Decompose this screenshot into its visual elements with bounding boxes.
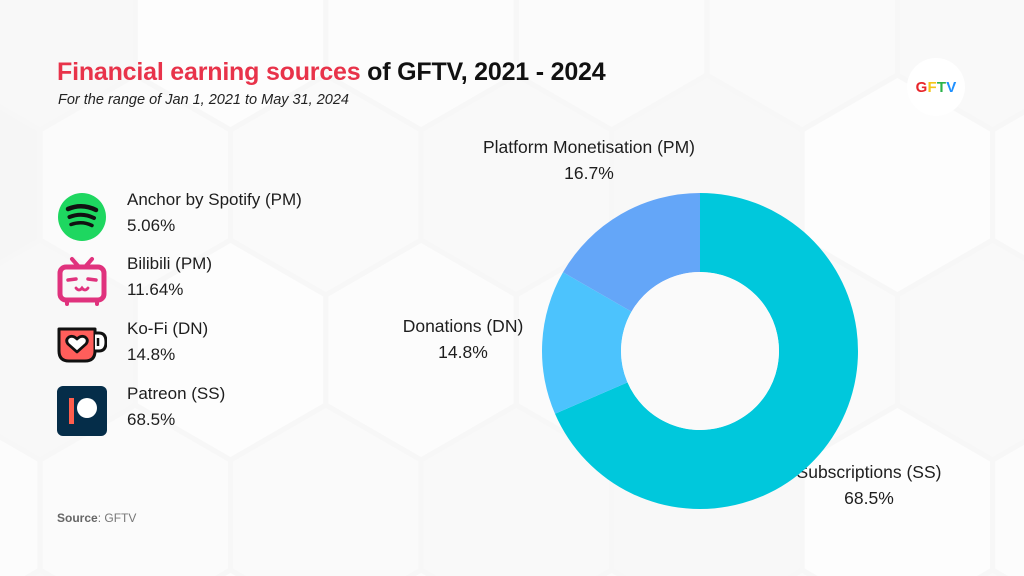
slice-label-value: 14.8% [438,342,488,362]
logo-letter-t: T [936,78,947,96]
slice-label-name: Donations (DN) [402,316,524,336]
legend-value: 14.8% [127,345,176,364]
background-hexagon [606,573,617,576]
legend-item-patreon: Patreon (SS) 68.5% [57,382,357,436]
legend-name: Bilibili (PM) [127,254,212,273]
slice-label-value: 68.5% [844,488,894,508]
slice-label-value: 16.7% [564,163,614,183]
title-rest: of GFTV, 2021 - 2024 [360,58,606,86]
background-hexagon [34,573,46,576]
background-hexagon [995,114,1024,256]
background-hexagon [995,444,1024,576]
chart-title: Financial earning sources of GFTV, 2021 … [57,58,606,87]
spotify-icon [58,193,106,241]
legend-value: 11.64% [127,280,184,299]
legend-item-bilibili: Bilibili (PM) 11.64% [57,252,357,306]
background-hexagon [0,439,38,576]
slice-label-name: Subscriptions (SS) [796,462,942,482]
background-hexagon [518,0,705,127]
logo-letter-f: F [927,78,937,96]
slice-label-donations: Donations (DN) 14.8% [403,313,524,365]
background-hexagon [328,243,514,457]
legend-name: Ko-Fi (DN) [127,319,209,338]
background-hexagon [709,0,895,127]
legend-value: 5.06% [127,216,176,235]
background-hexagon [804,78,990,292]
background-hexagon [137,0,324,127]
legend-name: Patreon (SS) [127,384,226,403]
donut-hole [621,272,779,430]
source-label: Source [57,511,98,525]
background-hexagon [233,408,419,576]
legend-item-kofi: Ko-Fi (DN) 14.8% [57,317,357,369]
donut-slice-subscriptions-ss [554,193,858,509]
background-hexagon [900,0,1024,127]
background-hexagon [42,408,228,576]
background-hexagon [423,408,609,576]
logo-letter-v: V [946,78,957,96]
background-hexagon [328,0,514,127]
background-hexagon [987,573,998,576]
slice-label-name: Platform Monetisation (PM) [482,137,696,157]
source-note: Source: GFTV [57,511,136,525]
background-hexagon [233,78,419,292]
background-hexagon [423,78,609,292]
title-accent: Financial earning sources [57,58,361,86]
background-hexagon [796,573,808,576]
donut-slice-platform-monetisation-pm [563,193,700,312]
slice-label-subscriptions: Subscriptions (SS) 68.5% [797,459,942,511]
legend-value: 68.5% [127,410,176,429]
background-hexagon [225,573,236,576]
chart-subtitle: For the range of Jan 1, 2021 to May 31, … [58,92,349,108]
kofi-icon [57,327,107,363]
bilibili-icon [57,257,107,306]
legend-name: Anchor by Spotify (PM) [127,190,302,209]
background-hexagon [0,109,38,261]
background-hexagon [137,243,324,457]
logo-letter-g: G [915,78,928,96]
background-hexagon [415,573,427,576]
slice-label-platform-monetisation: Platform Monetisation (PM) 16.7% [483,134,695,186]
donut-slice-donations-dn [542,272,632,414]
background-hexagon [0,0,133,127]
background-hexagon [804,408,990,576]
patreon-icon [57,386,107,436]
source-value: : GFTV [97,511,137,525]
background-hexagon [900,243,1024,457]
legend-item-spotify: Anchor by Spotify (PM) 5.06% [57,188,357,241]
